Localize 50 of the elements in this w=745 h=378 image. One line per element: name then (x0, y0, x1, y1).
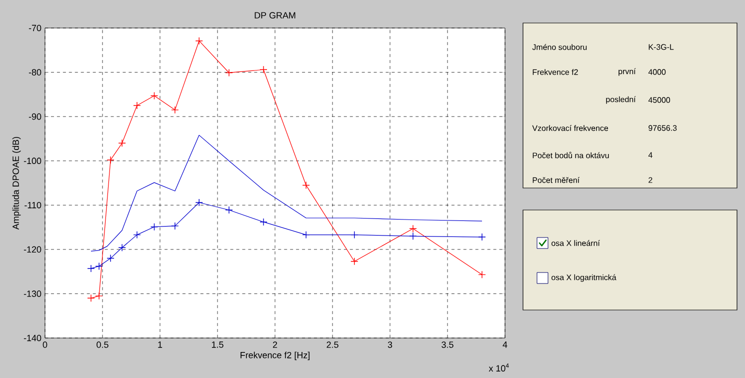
y-tick-label: -110 (24, 202, 42, 208)
y-tick-label: -90 (28, 113, 42, 120)
point (87, 264, 95, 272)
point (350, 230, 358, 239)
point (350, 258, 358, 266)
point (302, 181, 310, 190)
point (260, 218, 268, 226)
y-axis-title: Amplituda DPOAE (dB) (12, 136, 21, 230)
x-tick-label: 4 (502, 342, 508, 348)
x-tick-label: 3 (388, 342, 392, 348)
point (106, 156, 114, 164)
point (150, 223, 158, 231)
y-tick-label: -120 (24, 246, 42, 253)
point (171, 106, 179, 114)
y-tick-label: -80 (28, 69, 42, 76)
chart-title: DP GRAM (254, 12, 296, 19)
y-tick-label: -140 (24, 334, 42, 342)
point (225, 206, 233, 214)
point (409, 232, 417, 240)
line-series (90, 134, 482, 252)
point (302, 230, 310, 239)
point (478, 270, 486, 279)
point (87, 294, 95, 302)
point (478, 233, 486, 241)
point (133, 230, 141, 239)
point (195, 37, 203, 45)
point (133, 102, 141, 110)
point (225, 68, 233, 77)
point (118, 139, 126, 147)
point (409, 224, 417, 232)
point (171, 222, 179, 230)
point (195, 198, 203, 206)
x-tick-label: 0 (42, 342, 48, 348)
point (106, 254, 114, 262)
point (150, 92, 158, 100)
point (95, 262, 103, 270)
y-tick-label: -130 (24, 290, 42, 297)
y-tick-label: -100 (24, 158, 42, 164)
point (95, 292, 103, 300)
x-tick-label: 0.5 (96, 342, 108, 348)
text: x 10$^{4}$ (488, 364, 509, 372)
x-tick-label: 3.5 (442, 342, 454, 348)
x-tick-label: 1 (158, 342, 162, 348)
x-tick-label: 2.5 (326, 342, 338, 348)
x-axis-title: Frekvence f2 [Hz] (240, 352, 310, 360)
x-tick-label: 2 (272, 342, 278, 348)
point (118, 244, 126, 252)
point (260, 66, 268, 74)
y-tick-label: -70 (28, 24, 42, 32)
x-tick-label: 1.5 (212, 342, 224, 348)
